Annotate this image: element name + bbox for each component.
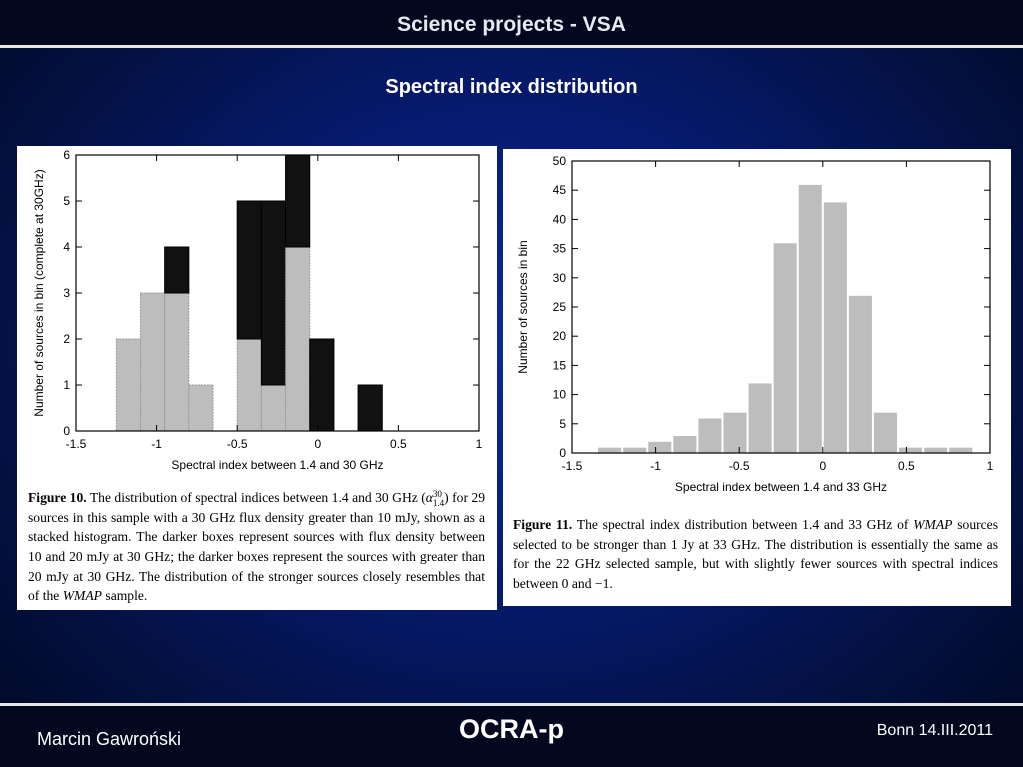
slide-subtitle: Spectral index distribution — [385, 76, 638, 98]
fig11-ytick-label-6: 30 — [553, 271, 567, 285]
fig10-xtick-label-3: 0 — [314, 437, 321, 451]
figure-11-chart: -1.5 -1 -0.5 0 0.5 105101520253035404550Spect… — [516, 154, 994, 494]
footer-author: Marcin Gawroński — [37, 729, 182, 749]
top-divider — [0, 45, 1023, 48]
fig10-ytick-label-1: 1 — [63, 378, 70, 392]
fig11-xtick-label-3: 0 — [819, 459, 826, 473]
fig11-bar-7 — [772, 242, 798, 454]
fig10-ytick-label-3: 3 — [63, 286, 70, 300]
fig11-bar-0 — [597, 446, 623, 454]
alpha-sup: 30 — [432, 488, 442, 499]
fig11-y-axis-label: Number of sources in bin — [516, 240, 530, 373]
figure-10-text-c: sample. — [102, 588, 148, 604]
fig11-bar-11 — [872, 411, 899, 454]
fig11-xtick-label-5: 1 — [987, 459, 994, 473]
figure-10-label: Figure 10. — [28, 490, 87, 505]
fig11-bar-6 — [747, 382, 773, 454]
fig10-xtick-label-5: 1 — [476, 437, 483, 451]
fig11-ytick-label-0: 0 — [559, 446, 566, 460]
figure-10-text-b: ) for 29 sources in this sample with a 3… — [28, 490, 486, 604]
fig11-x-axis-label: Spectral index between 1.4 and 33 GHz — [675, 480, 887, 494]
fig11-bar-9 — [822, 201, 848, 454]
fig11-xtick-label-0: -1.5 — [562, 459, 583, 473]
fig11-ytick-label-5: 25 — [553, 300, 567, 314]
alpha-sub: 1.4 — [432, 497, 445, 508]
fig11-ytick-label-2: 10 — [553, 388, 567, 402]
fig11-xtick-label-4: 0.5 — [898, 459, 915, 473]
figure-11-panel: -1.5 -1 -0.5 0 0.5 1 0 5 10 15 20 25 30 35 40 45 50 Spect… — [503, 149, 1011, 606]
footer-divider — [0, 703, 1023, 706]
fig11-bar-14 — [948, 446, 974, 454]
fig10-bar-gray-2 — [164, 292, 190, 432]
fig10-ytick-label-5: 5 — [63, 194, 70, 208]
fig10-xtick-label-0: -1.5 — [66, 437, 87, 451]
fig10-bar-black-4 — [236, 200, 262, 340]
figure-11-em: WMAP — [913, 517, 953, 532]
fig11-ytick-label-10: 50 — [553, 154, 567, 168]
fig10-xtick-label-1: -1 — [151, 437, 162, 451]
footer-center-title: OCRA-p — [459, 714, 564, 744]
fig11-bar-3 — [672, 434, 698, 454]
fig10-bar-black-2 — [164, 246, 190, 294]
fig11-ytick-label-7: 35 — [553, 242, 567, 256]
fig11-bar-4 — [697, 417, 723, 454]
fig11-xtick-label-1: -1 — [650, 459, 661, 473]
fig10-bar-black-8 — [357, 384, 383, 432]
figure-10-caption: Figure 10. The distribution of spectral … — [28, 488, 485, 606]
fig11-ytick-label-8: 40 — [553, 212, 567, 226]
fig10-bar-gray-4 — [236, 338, 262, 432]
fig11-bar-5 — [722, 411, 748, 454]
fig10-ytick-label-2: 2 — [63, 332, 70, 346]
figure-11-text-a: The spectral index distribution between … — [572, 517, 914, 532]
fig10-bar-black-5 — [260, 200, 287, 386]
figure-10-em: WMAP — [62, 588, 102, 604]
alpha-symbol: α — [425, 490, 433, 505]
fig10-xtick-label-4: 0.5 — [390, 437, 407, 451]
fig11-bar-13 — [923, 446, 949, 454]
fig11-bar-12 — [898, 446, 924, 454]
fig10-x-axis-label: Spectral index between 1.4 and 30 GHz — [171, 458, 383, 472]
fig11-ytick-label-9: 45 — [553, 183, 567, 197]
fig11-bar-2 — [647, 440, 673, 454]
figure-11-text-b: sources selected to be stronger than 1 J… — [513, 517, 998, 591]
fig10-bar-gray-0 — [115, 338, 141, 432]
fig11-bar-1 — [622, 446, 648, 454]
fig10-bar-gray-3 — [188, 384, 214, 432]
fig10-ytick-label-6: 6 — [63, 148, 70, 162]
fig11-bar-10 — [847, 294, 873, 454]
fig11-ytick-label-4: 20 — [553, 329, 567, 343]
fig10-bar-black-6 — [285, 154, 311, 248]
fig11-ytick-label-3: 15 — [553, 358, 567, 372]
fig10-bar-gray-5 — [260, 384, 287, 432]
fig10-ytick-label-0: 0 — [63, 424, 70, 438]
footer-date-location: Bonn 14.III.2011 — [876, 722, 993, 739]
fig11-xtick-label-2: -0.5 — [729, 459, 750, 473]
slide-title: Science projects - VSA — [0, 0, 1023, 46]
fig10-bar-gray-6 — [285, 246, 311, 432]
fig11-bar-8 — [797, 183, 823, 454]
fig11-ytick-label-1: 5 — [559, 417, 566, 431]
fig10-bar-black-7 — [309, 338, 335, 432]
figure-11-caption: Figure 11. The spectral index distributi… — [513, 515, 998, 593]
fig10-y-axis-label: Number of sources in bin (complete at 30… — [32, 169, 46, 416]
fig10-xtick-label-2: -0.5 — [227, 437, 248, 451]
fig10-bar-gray-1 — [139, 292, 166, 432]
figure-10-panel: -1.5 -1 -0.5 0 0.5 1 0 1 2 3 4 5 6 Spectral index bet… — [17, 146, 497, 610]
figure-11-label: Figure 11. — [513, 517, 573, 532]
figure-10-text-a: The distribution of spectral indices bet… — [86, 490, 426, 505]
figure-10-chart: -1.5 -1 -0.5 0 0.5 1 0 1 2 3 4 5 6 Spectral index bet… — [32, 148, 483, 472]
footer: Marcin Gawroński OCRA-p Bonn 14.III.2011 — [0, 706, 1023, 767]
fig10-ytick-label-4: 4 — [63, 240, 70, 254]
